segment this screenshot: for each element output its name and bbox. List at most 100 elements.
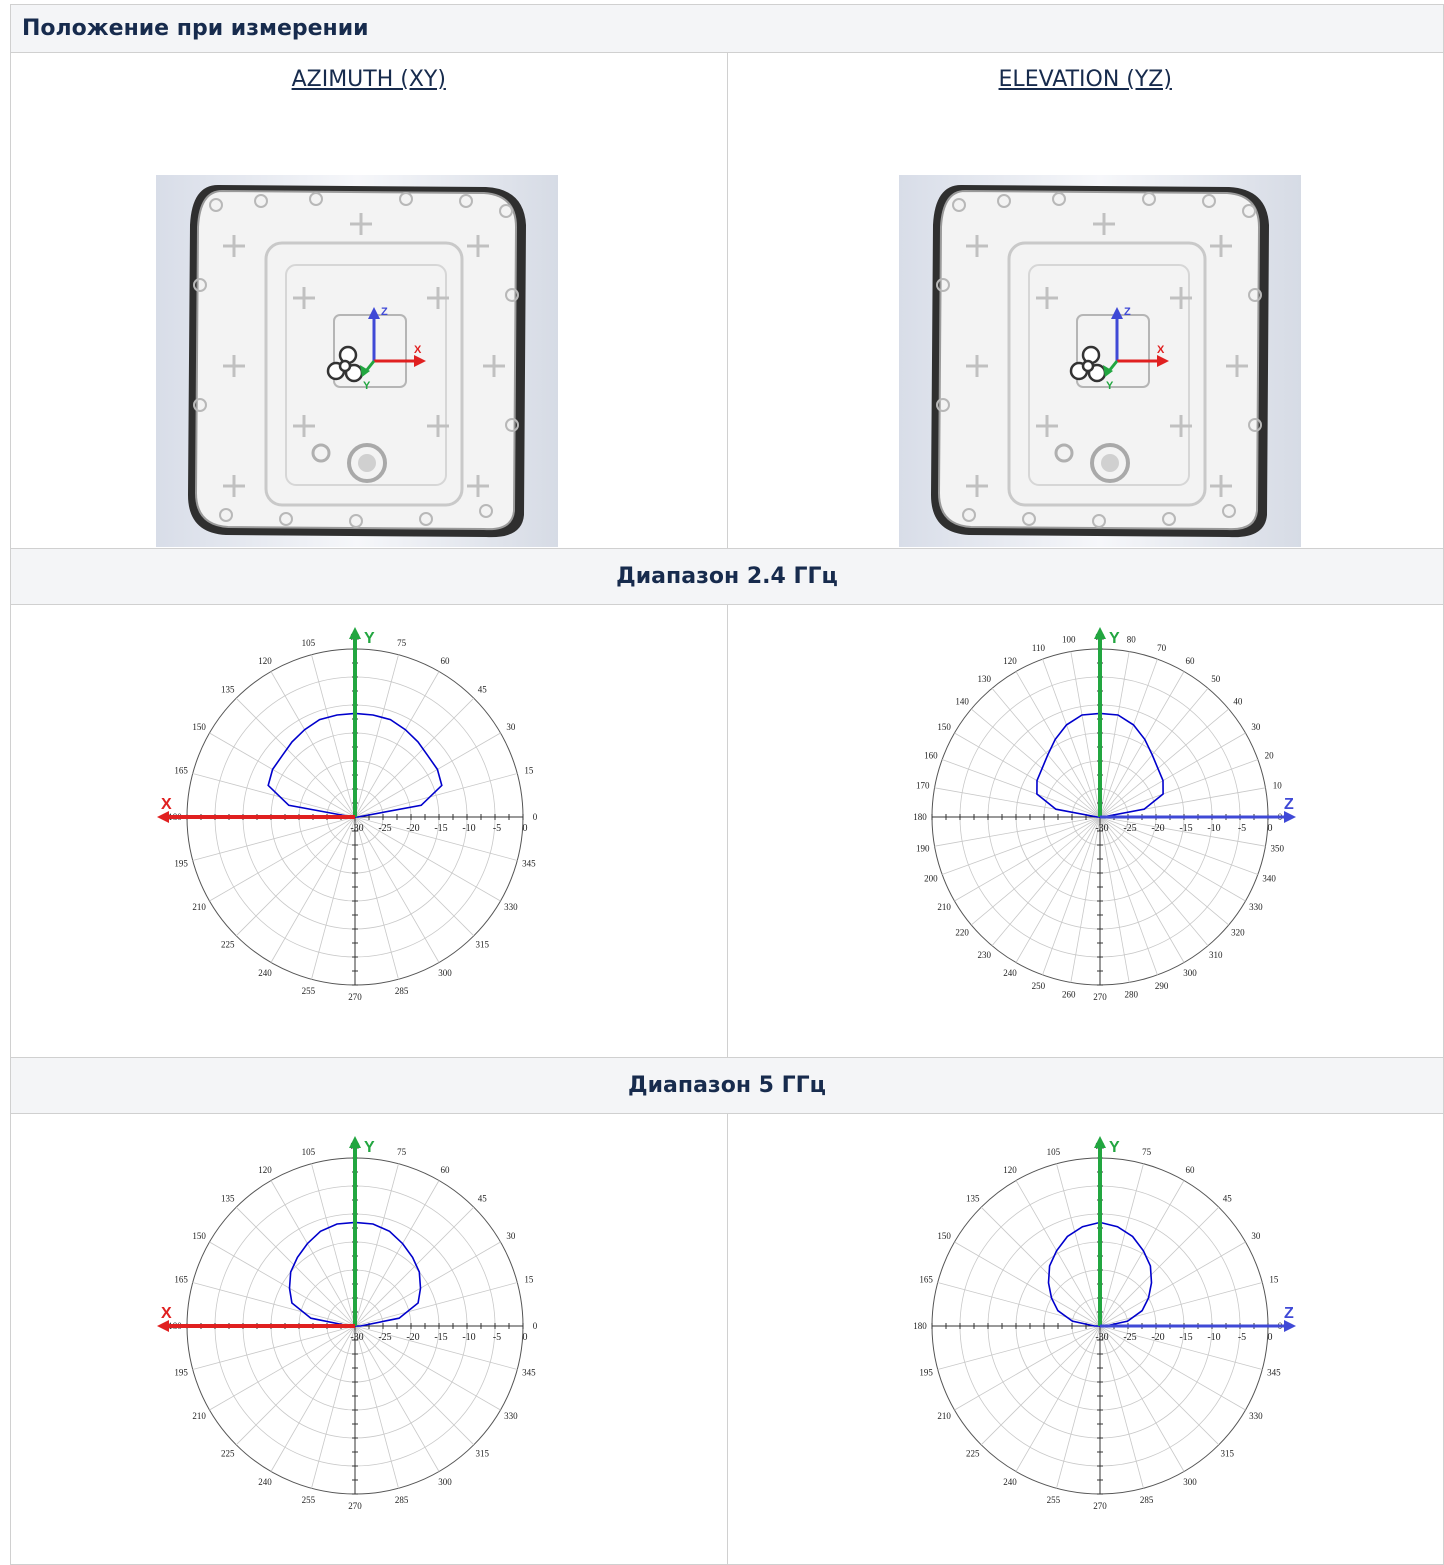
angle-label: 310 (1208, 950, 1222, 960)
angle-label: 30 (1251, 1231, 1261, 1241)
polar-spoke (1016, 1181, 1100, 1326)
angle-label: 330 (1249, 902, 1263, 912)
angle-label: 270 (1093, 992, 1107, 1002)
angle-label: 30 (506, 1231, 516, 1241)
polar-spoke (236, 698, 355, 817)
device-render-elevation: Z X Y (899, 175, 1301, 547)
measurement-table: Положение при измерении AZIMUTH (XY) (10, 4, 1444, 1565)
polar-spoke (355, 1242, 500, 1326)
radial-tick-label: -30 (1095, 823, 1108, 834)
angle-label: 140 (955, 696, 969, 706)
plot-cell-2-4-azimuth: 0153045607590105120135150165180195210225… (11, 605, 728, 1058)
angle-label: 60 (1185, 656, 1195, 666)
radial-tick-label: -15 (1179, 1332, 1192, 1343)
polar-spoke (271, 1181, 355, 1326)
angle-label: 220 (955, 928, 969, 938)
radial-tick-label: -5 (1237, 1332, 1245, 1343)
angle-label: 315 (476, 939, 490, 949)
angle-label: 225 (221, 1448, 235, 1458)
angle-label: 75 (1142, 1147, 1152, 1157)
radial-tick-label: -30 (350, 1332, 363, 1343)
angle-label: 190 (915, 843, 929, 853)
polar-spoke (271, 1326, 355, 1471)
polar-spoke (981, 1326, 1100, 1445)
radial-tick-label: -10 (462, 1332, 475, 1343)
y-axis-title: Y (364, 1139, 375, 1156)
angle-label: 270 (348, 992, 362, 1002)
polar-spoke (954, 1326, 1099, 1410)
radial-tick-label: -15 (434, 823, 447, 834)
polar-spoke (1100, 1181, 1184, 1326)
measurement-table-wrapper: Положение при измерении AZIMUTH (XY) (10, 4, 1444, 1564)
polar-spoke (1100, 1326, 1219, 1445)
angle-label: 180 (913, 812, 927, 822)
angle-label: 15 (524, 1274, 534, 1284)
angle-label: 40 (1233, 696, 1243, 706)
angle-label: 75 (397, 1147, 407, 1157)
radial-tick-label: -25 (378, 823, 391, 834)
polar-spoke (236, 817, 355, 936)
angle-label: 120 (258, 656, 272, 666)
angle-label: 60 (441, 656, 451, 666)
polar-spoke (355, 817, 439, 962)
radial-tick-label: 0 (1267, 823, 1272, 834)
angle-label: 45 (478, 685, 488, 695)
radial-tick-label: 0 (523, 823, 528, 834)
angle-label: 255 (302, 1495, 316, 1505)
angle-label: 345 (1267, 1368, 1281, 1378)
x-axis-title: X (161, 796, 172, 813)
angle-label: 315 (1220, 1448, 1234, 1458)
angle-label: 285 (395, 986, 409, 996)
polar-chart-5ghz-elevation: 0153045607590105120135150165180195210225… (728, 1114, 1444, 1564)
radial-tick-label: -30 (350, 823, 363, 834)
angle-label: 45 (478, 1194, 488, 1204)
angle-label: 30 (506, 722, 516, 732)
angle-label: 240 (1003, 968, 1017, 978)
angle-label: 60 (441, 1165, 451, 1175)
angle-label: 255 (1046, 1495, 1060, 1505)
angle-label: 30 (1251, 722, 1261, 732)
polar-chart-2-4ghz-elevation: 0102030405060708090100110120130140150160… (728, 605, 1444, 1057)
angle-label: 180 (913, 1321, 927, 1331)
polar-spoke (355, 817, 474, 936)
polar-spoke (355, 1326, 500, 1410)
z-axis-title: Z (1284, 796, 1294, 813)
band-header-2-4ghz: Диапазон 2.4 ГГц (11, 549, 1444, 605)
polar-chart-5ghz-azimuth: 0153045607590105120135150165180195210225… (11, 1114, 701, 1564)
polar-spoke (981, 1207, 1100, 1326)
angle-label: 340 (1262, 874, 1276, 884)
polar-spoke (271, 672, 355, 817)
x-axis-title: X (161, 1305, 172, 1322)
y-axis-label: Y (363, 380, 371, 392)
elevation-label: ELEVATION (YZ) (728, 67, 1444, 92)
angle-label: 195 (174, 1368, 188, 1378)
polar-spoke (271, 817, 355, 962)
angle-label: 225 (221, 939, 235, 949)
angle-label: 120 (1003, 656, 1017, 666)
angle-label: 255 (302, 986, 316, 996)
polar-spoke (236, 1207, 355, 1326)
angle-label: 50 (1211, 674, 1221, 684)
azimuth-cell: AZIMUTH (XY) (11, 53, 728, 549)
angle-label: 250 (1031, 981, 1045, 991)
plot-cell-2-4-elevation: 0102030405060708090100110120130140150160… (727, 605, 1444, 1058)
angle-label: 170 (915, 781, 929, 791)
angle-label: 345 (522, 1368, 536, 1378)
angle-label: 240 (1003, 1477, 1017, 1487)
angle-label: 330 (504, 902, 518, 912)
angle-label: 350 (1270, 843, 1284, 853)
radial-tick-label: -20 (1151, 1332, 1164, 1343)
polar-spoke (355, 1207, 474, 1326)
y-axis-label: Y (1106, 380, 1114, 392)
angle-label: 240 (258, 1477, 272, 1487)
angle-label: 230 (977, 950, 991, 960)
angle-label: 10 (1272, 781, 1282, 791)
polar-spoke (954, 1242, 1099, 1326)
radial-tick-label: -30 (1095, 1332, 1108, 1343)
y-axis-title: Y (1109, 1139, 1120, 1156)
angle-label: 150 (192, 722, 206, 732)
radial-tick-label: -10 (1207, 823, 1220, 834)
y-axis-title: Y (364, 630, 375, 647)
angle-label: 300 (1183, 1477, 1197, 1487)
device-render-azimuth: Z X Y (156, 175, 558, 547)
